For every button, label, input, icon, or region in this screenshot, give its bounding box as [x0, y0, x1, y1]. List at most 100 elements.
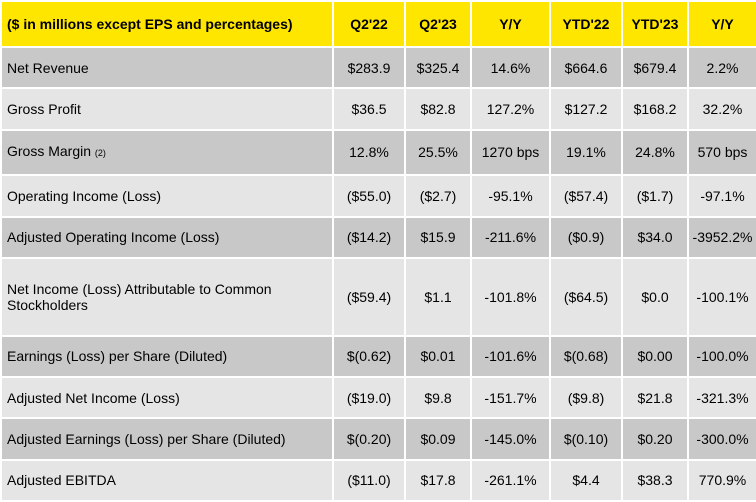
row-label: Net Income (Loss) Attributable to Common… [7, 280, 272, 313]
row-label: Adjusted EBITDA [7, 472, 116, 489]
header-q2-23: Q2'23 [404, 0, 472, 48]
cell-q2-23: $82.8 [404, 87, 472, 131]
cell-q2-22: $(0.20) [332, 417, 406, 461]
cell-yy-ytd: -100.1% [687, 256, 756, 337]
cell-ytd-22: ($9.8) [549, 376, 623, 420]
cell-yy-quarter: 127.2% [470, 87, 551, 131]
cell-ytd-22: ($64.5) [549, 256, 623, 337]
table-row: Adjusted Net Income (Loss) ($19.0) $9.8 -15… [0, 376, 756, 420]
row-label: Gross Profit [7, 100, 81, 117]
row-label-cell: Operating Income (Loss) [0, 174, 334, 218]
cell-yy-quarter: -211.6% [470, 215, 551, 259]
cell-yy-quarter: -151.7% [470, 376, 551, 420]
cell-q2-22: $283.9 [332, 45, 406, 90]
cell-ytd-23: $679.4 [621, 45, 689, 90]
table-body: Net Revenue $283.9 $325.4 14.6% $664.6 $679.4… [0, 45, 756, 502]
header-ytd-23: YTD'23 [621, 0, 689, 48]
header-yy-ytd: Y/Y [687, 0, 756, 48]
row-footnote: (2) [94, 148, 106, 159]
cell-q2-22: $36.5 [332, 87, 406, 131]
table-row: Adjusted Earnings (Loss) per Share (Dilu… [0, 417, 756, 461]
table-row: Net Income (Loss) Attributable to Common… [0, 256, 756, 337]
table-row: Gross Profit $36.5 $82.8 127.2% $127.2 $168.2… [0, 87, 756, 131]
cell-q2-23: ($2.7) [404, 174, 472, 218]
cell-ytd-22: 19.1% [549, 128, 623, 177]
cell-yy-ytd: 770.9% [687, 458, 756, 502]
row-label-cell: Net Income (Loss) Attributable to Common… [0, 256, 334, 337]
cell-yy-quarter: -101.8% [470, 256, 551, 337]
cell-q2-23: $17.8 [404, 458, 472, 502]
row-label-cell: Net Revenue [0, 45, 334, 90]
row-label: Operating Income (Loss) [7, 188, 162, 204]
row-label: Earnings (Loss) per Share (Diluted) [7, 348, 228, 365]
cell-ytd-23: $21.8 [621, 376, 689, 420]
row-label-cell: Earnings (Loss) per Share (Diluted) [0, 334, 334, 379]
cell-q2-22: ($14.2) [332, 215, 406, 259]
cell-ytd-22: $664.6 [549, 45, 623, 90]
cell-yy-ytd: 2.2% [687, 45, 756, 90]
row-label: Adjusted Net Income (Loss) [7, 389, 180, 406]
table-row: Adjusted Operating Income (Loss) ($14.2) $… [0, 215, 756, 259]
cell-yy-quarter: -261.1% [470, 458, 551, 502]
cell-yy-ytd: -100.0% [687, 334, 756, 379]
cell-ytd-22: $(0.10) [549, 417, 623, 461]
row-label: Adjusted Operating Income (Loss) [7, 229, 220, 246]
table-row: Operating Income (Loss) ($55.0) ($2.7) -95.… [0, 174, 756, 218]
cell-q2-23: $1.1 [404, 256, 472, 337]
cell-q2-22: ($11.0) [332, 458, 406, 502]
header-yy-quarter: Y/Y [470, 0, 551, 48]
cell-q2-22: ($19.0) [332, 376, 406, 420]
cell-yy-ytd: -3952.2% [687, 215, 756, 259]
table-row: Adjusted EBITDA ($11.0) $17.8 -261.1% $4.4 $3… [0, 458, 756, 502]
cell-yy-ytd: 570 bps [687, 128, 756, 177]
cell-ytd-22: $127.2 [549, 87, 623, 131]
table-row: Gross Margin (2) 12.8% 25.5% 1270 bps 19.1% 2… [0, 128, 756, 177]
cell-ytd-23: ($1.7) [621, 174, 689, 218]
cell-yy-ytd: -300.0% [687, 417, 756, 461]
cell-yy-quarter: -101.6% [470, 334, 551, 379]
row-label-cell: Adjusted EBITDA [0, 458, 334, 502]
cell-ytd-23: $0.0 [621, 256, 689, 337]
cell-q2-23: $325.4 [404, 45, 472, 90]
cell-ytd-23: $0.20 [621, 417, 689, 461]
row-label-cell: Gross Profit [0, 87, 334, 131]
cell-yy-ytd: 32.2% [687, 87, 756, 131]
cell-ytd-22: $(0.68) [549, 334, 623, 379]
cell-yy-quarter: 1270 bps [470, 128, 551, 177]
cell-q2-23: $9.8 [404, 376, 472, 420]
row-label-cell: Adjusted Net Income (Loss) [0, 376, 334, 420]
header-ytd-22: YTD'22 [549, 0, 623, 48]
cell-ytd-23: $168.2 [621, 87, 689, 131]
cell-q2-23: $0.01 [404, 334, 472, 379]
cell-ytd-22: $4.4 [549, 458, 623, 502]
cell-ytd-22: ($0.9) [549, 215, 623, 259]
row-label-cell: Adjusted Earnings (Loss) per Share (Dilu… [0, 417, 334, 461]
cell-yy-ytd: -97.1% [687, 174, 756, 218]
cell-ytd-22: ($57.4) [549, 174, 623, 218]
cell-q2-22: $(0.62) [332, 334, 406, 379]
table-header-row: ($ in millions except EPS and percentage… [0, 0, 756, 48]
cell-ytd-23: $38.3 [621, 458, 689, 502]
cell-q2-23: $0.09 [404, 417, 472, 461]
cell-ytd-23: $0.00 [621, 334, 689, 379]
row-label-cell: Adjusted Operating Income (Loss) [0, 215, 334, 259]
table-row: Earnings (Loss) per Share (Diluted) $(0.6… [0, 334, 756, 379]
header-label: ($ in millions except EPS and percentage… [0, 0, 334, 48]
row-label: Adjusted Earnings (Loss) per Share (Dilu… [7, 431, 286, 448]
cell-q2-23: $15.9 [404, 215, 472, 259]
cell-yy-ytd: -321.3% [687, 376, 756, 420]
table-row: Net Revenue $283.9 $325.4 14.6% $664.6 $679.4… [0, 45, 756, 90]
cell-q2-22: ($55.0) [332, 174, 406, 218]
row-label-cell: Gross Margin (2) [0, 128, 334, 177]
row-label: Net Revenue [7, 59, 89, 76]
cell-ytd-23: 24.8% [621, 128, 689, 177]
cell-q2-22: 12.8% [332, 128, 406, 177]
header-q2-22: Q2'22 [332, 0, 406, 48]
cell-yy-quarter: -95.1% [470, 174, 551, 218]
row-label: Gross Margin [7, 143, 92, 160]
cell-q2-22: ($59.4) [332, 256, 406, 337]
cell-q2-23: 25.5% [404, 128, 472, 177]
cell-ytd-23: $34.0 [621, 215, 689, 259]
cell-yy-quarter: -145.0% [470, 417, 551, 461]
